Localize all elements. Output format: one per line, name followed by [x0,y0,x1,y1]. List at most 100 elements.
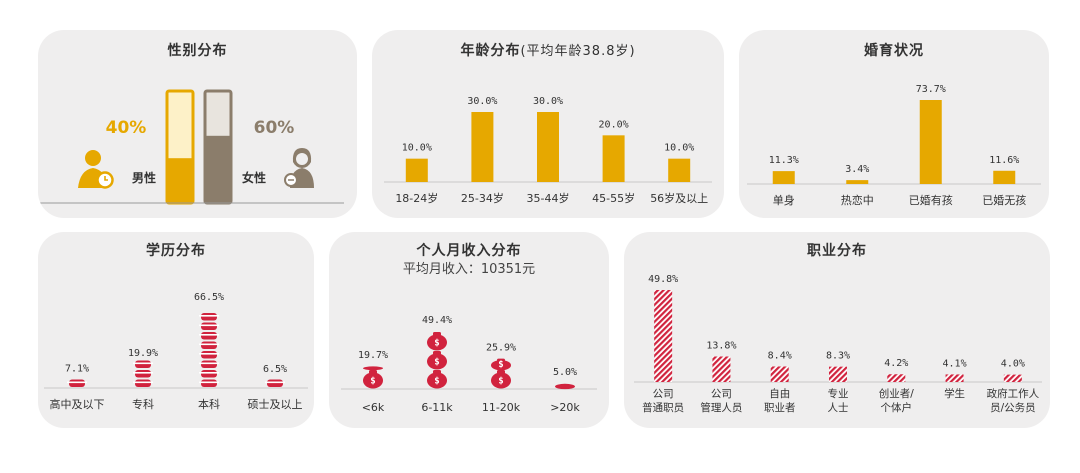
bar: $$ [491,358,511,389]
svg-text:$: $ [434,377,439,387]
category-label: 热恋中 [841,193,874,207]
data-label: 6.5% [263,364,287,375]
data-label: 25.9% [486,343,516,354]
age-panel: 年龄分布(平均年龄38.8岁) 10.0% 18-24岁 30.0% 25-34岁 30… [372,30,724,218]
data-label: 49.8% [648,274,678,285]
bar [537,112,559,182]
data-label: 30.0% [467,96,497,107]
bar [405,158,428,182]
age-subtitle: (平均年龄38.8岁) [520,44,636,59]
category-label: 6-11k [421,401,453,414]
category-label: 高中及以下 [50,397,105,411]
category-label: 25-34岁 [461,191,504,205]
bar [471,112,494,182]
svg-text:$: $ [498,377,503,387]
bar [67,379,87,387]
category-label: 公司 [711,388,732,400]
svg-text:$: $ [370,377,375,387]
data-label: 30.0% [533,96,563,107]
income-panel: 个人月收入分布 平均月收入：10351元 $19.7% <6k $ $ $49.4% 6-… [329,232,609,428]
data-label: 19.7% [358,350,388,361]
education-title: 学历分布 [146,243,206,259]
marital-chart: 11.3% 单身 3.4% 热恋中 73.7% 已婚有孩 11.6% 已婚无孩 [747,84,1041,207]
marital-panel: 婚育状况 11.3% 单身 3.4% 热恋中 73.7% 已婚有孩 11.6% 已婚无孩 [739,30,1049,218]
bar [602,135,625,182]
bar [654,290,673,382]
data-label: 4.1% [943,358,967,369]
category-label: 18-24岁 [395,191,438,205]
data-label: 73.7% [916,84,946,95]
income-title: 个人月收入分布 [416,243,522,259]
category-label: 11-20k [482,401,521,414]
category-label: 专科 [132,397,154,411]
male-label: 男性 [132,170,156,185]
category-label: 自由 [769,387,790,400]
income-subtitle: 平均月收入：10351元 [402,262,536,277]
bar [887,374,906,382]
female-percent: 60% [254,118,295,138]
gender-panel: 性别分布 40% 60% 男性 女性 [38,30,357,218]
data-label: 10.0% [664,143,694,154]
svg-text:$: $ [498,360,503,370]
category-label: >20k [550,401,580,414]
data-label: 7.1% [65,363,89,374]
category-label: 35-44岁 [527,191,570,205]
data-label: 8.3% [826,351,850,362]
category-label: 本科 [198,397,220,411]
data-label: 11.6% [989,155,1019,166]
data-label: 66.5% [194,292,224,303]
category-label: 单身 [773,193,795,207]
male-percent: 40% [106,118,147,138]
category-label: 人士 [828,401,849,414]
bar [668,158,691,182]
male-person-icon [78,150,114,189]
female-bar-fill [205,135,231,203]
bar [993,170,1016,184]
data-label: 8.4% [768,350,792,361]
bar: $ [363,366,383,389]
data-label: 4.2% [884,358,908,369]
bar [1003,374,1022,382]
income-chart: $19.7%<6k$$$49.4%6-11k$$25.9%11-20k5.0%>… [341,315,597,414]
data-label: 49.4% [422,315,452,326]
data-label: 5.0% [553,367,577,378]
bar [712,356,731,382]
category-label: 政府工作人 [987,387,1040,400]
occupation-panel: 职业分布 49.8% 公司 普通职员 13.8% 公司 管理人员 8.4% 自由 职业者 8.3%… [624,232,1050,428]
gender-chart: 40% 60% 男性 女性 [38,89,344,205]
bar [829,366,847,382]
data-label: 11.3% [769,155,799,166]
category-label: 56岁及以上 [650,191,708,205]
category-label: 专业 [828,387,849,400]
category-label: 45-55岁 [592,191,635,205]
category-label: 硕士及以上 [248,398,303,411]
category-label: 个体户 [881,401,913,414]
occupation-title: 职业分布 [807,243,867,259]
data-label: 20.0% [599,119,629,130]
category-label: 职业者 [764,402,796,414]
education-chart: 7.1% 高中及以下 19.9% 专科 66.5% 本科 6.5% 硕士及以上 [44,292,308,411]
bar [846,180,869,184]
female-person-icon [284,148,314,188]
category-label: 已婚有孩 [909,193,953,207]
marital-title: 婚育状况 [864,43,924,59]
education-panel: 学历分布 7.1% 高中及以下 19.9% 专科 66.5% 本科 6.5% 硕士及以上 [38,232,314,428]
bar [265,379,285,387]
age-title: 年龄分布(平均年龄38.8岁) [460,43,636,59]
category-label: 创业者/ [879,387,914,400]
bar [199,313,219,387]
gender-title: 性别分布 [167,43,228,59]
male-bar-fill [167,158,193,203]
category-label: 已婚无孩 [982,193,1026,207]
bar [919,100,942,184]
bar [555,383,575,390]
category-label: 公司 [653,388,674,400]
bar [772,171,795,184]
category-label: 普通职员 [642,401,684,414]
category-label: 学生 [944,387,965,400]
bar [770,366,789,382]
bar: $ $ $ [427,332,447,389]
category-label: 管理人员 [700,401,742,414]
data-label: 19.9% [128,348,158,359]
